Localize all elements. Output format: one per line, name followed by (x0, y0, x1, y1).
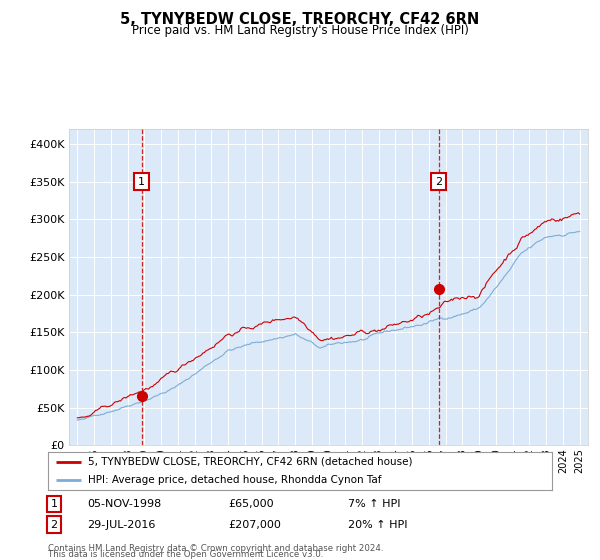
Text: 7% ↑ HPI: 7% ↑ HPI (348, 499, 401, 509)
Text: This data is licensed under the Open Government Licence v3.0.: This data is licensed under the Open Gov… (48, 550, 323, 559)
Text: HPI: Average price, detached house, Rhondda Cynon Taf: HPI: Average price, detached house, Rhon… (88, 475, 382, 485)
Text: 1: 1 (139, 176, 145, 186)
Text: 29-JUL-2016: 29-JUL-2016 (87, 520, 155, 530)
Text: 05-NOV-1998: 05-NOV-1998 (87, 499, 161, 509)
Text: 2: 2 (435, 176, 442, 186)
Text: Price paid vs. HM Land Registry's House Price Index (HPI): Price paid vs. HM Land Registry's House … (131, 24, 469, 36)
Text: 1: 1 (50, 499, 58, 509)
Text: £65,000: £65,000 (228, 499, 274, 509)
Text: 20% ↑ HPI: 20% ↑ HPI (348, 520, 407, 530)
Text: £207,000: £207,000 (228, 520, 281, 530)
Text: 2: 2 (50, 520, 58, 530)
Text: Contains HM Land Registry data © Crown copyright and database right 2024.: Contains HM Land Registry data © Crown c… (48, 544, 383, 553)
Text: 5, TYNYBEDW CLOSE, TREORCHY, CF42 6RN: 5, TYNYBEDW CLOSE, TREORCHY, CF42 6RN (121, 12, 479, 27)
Text: 5, TYNYBEDW CLOSE, TREORCHY, CF42 6RN (detached house): 5, TYNYBEDW CLOSE, TREORCHY, CF42 6RN (d… (88, 457, 413, 467)
